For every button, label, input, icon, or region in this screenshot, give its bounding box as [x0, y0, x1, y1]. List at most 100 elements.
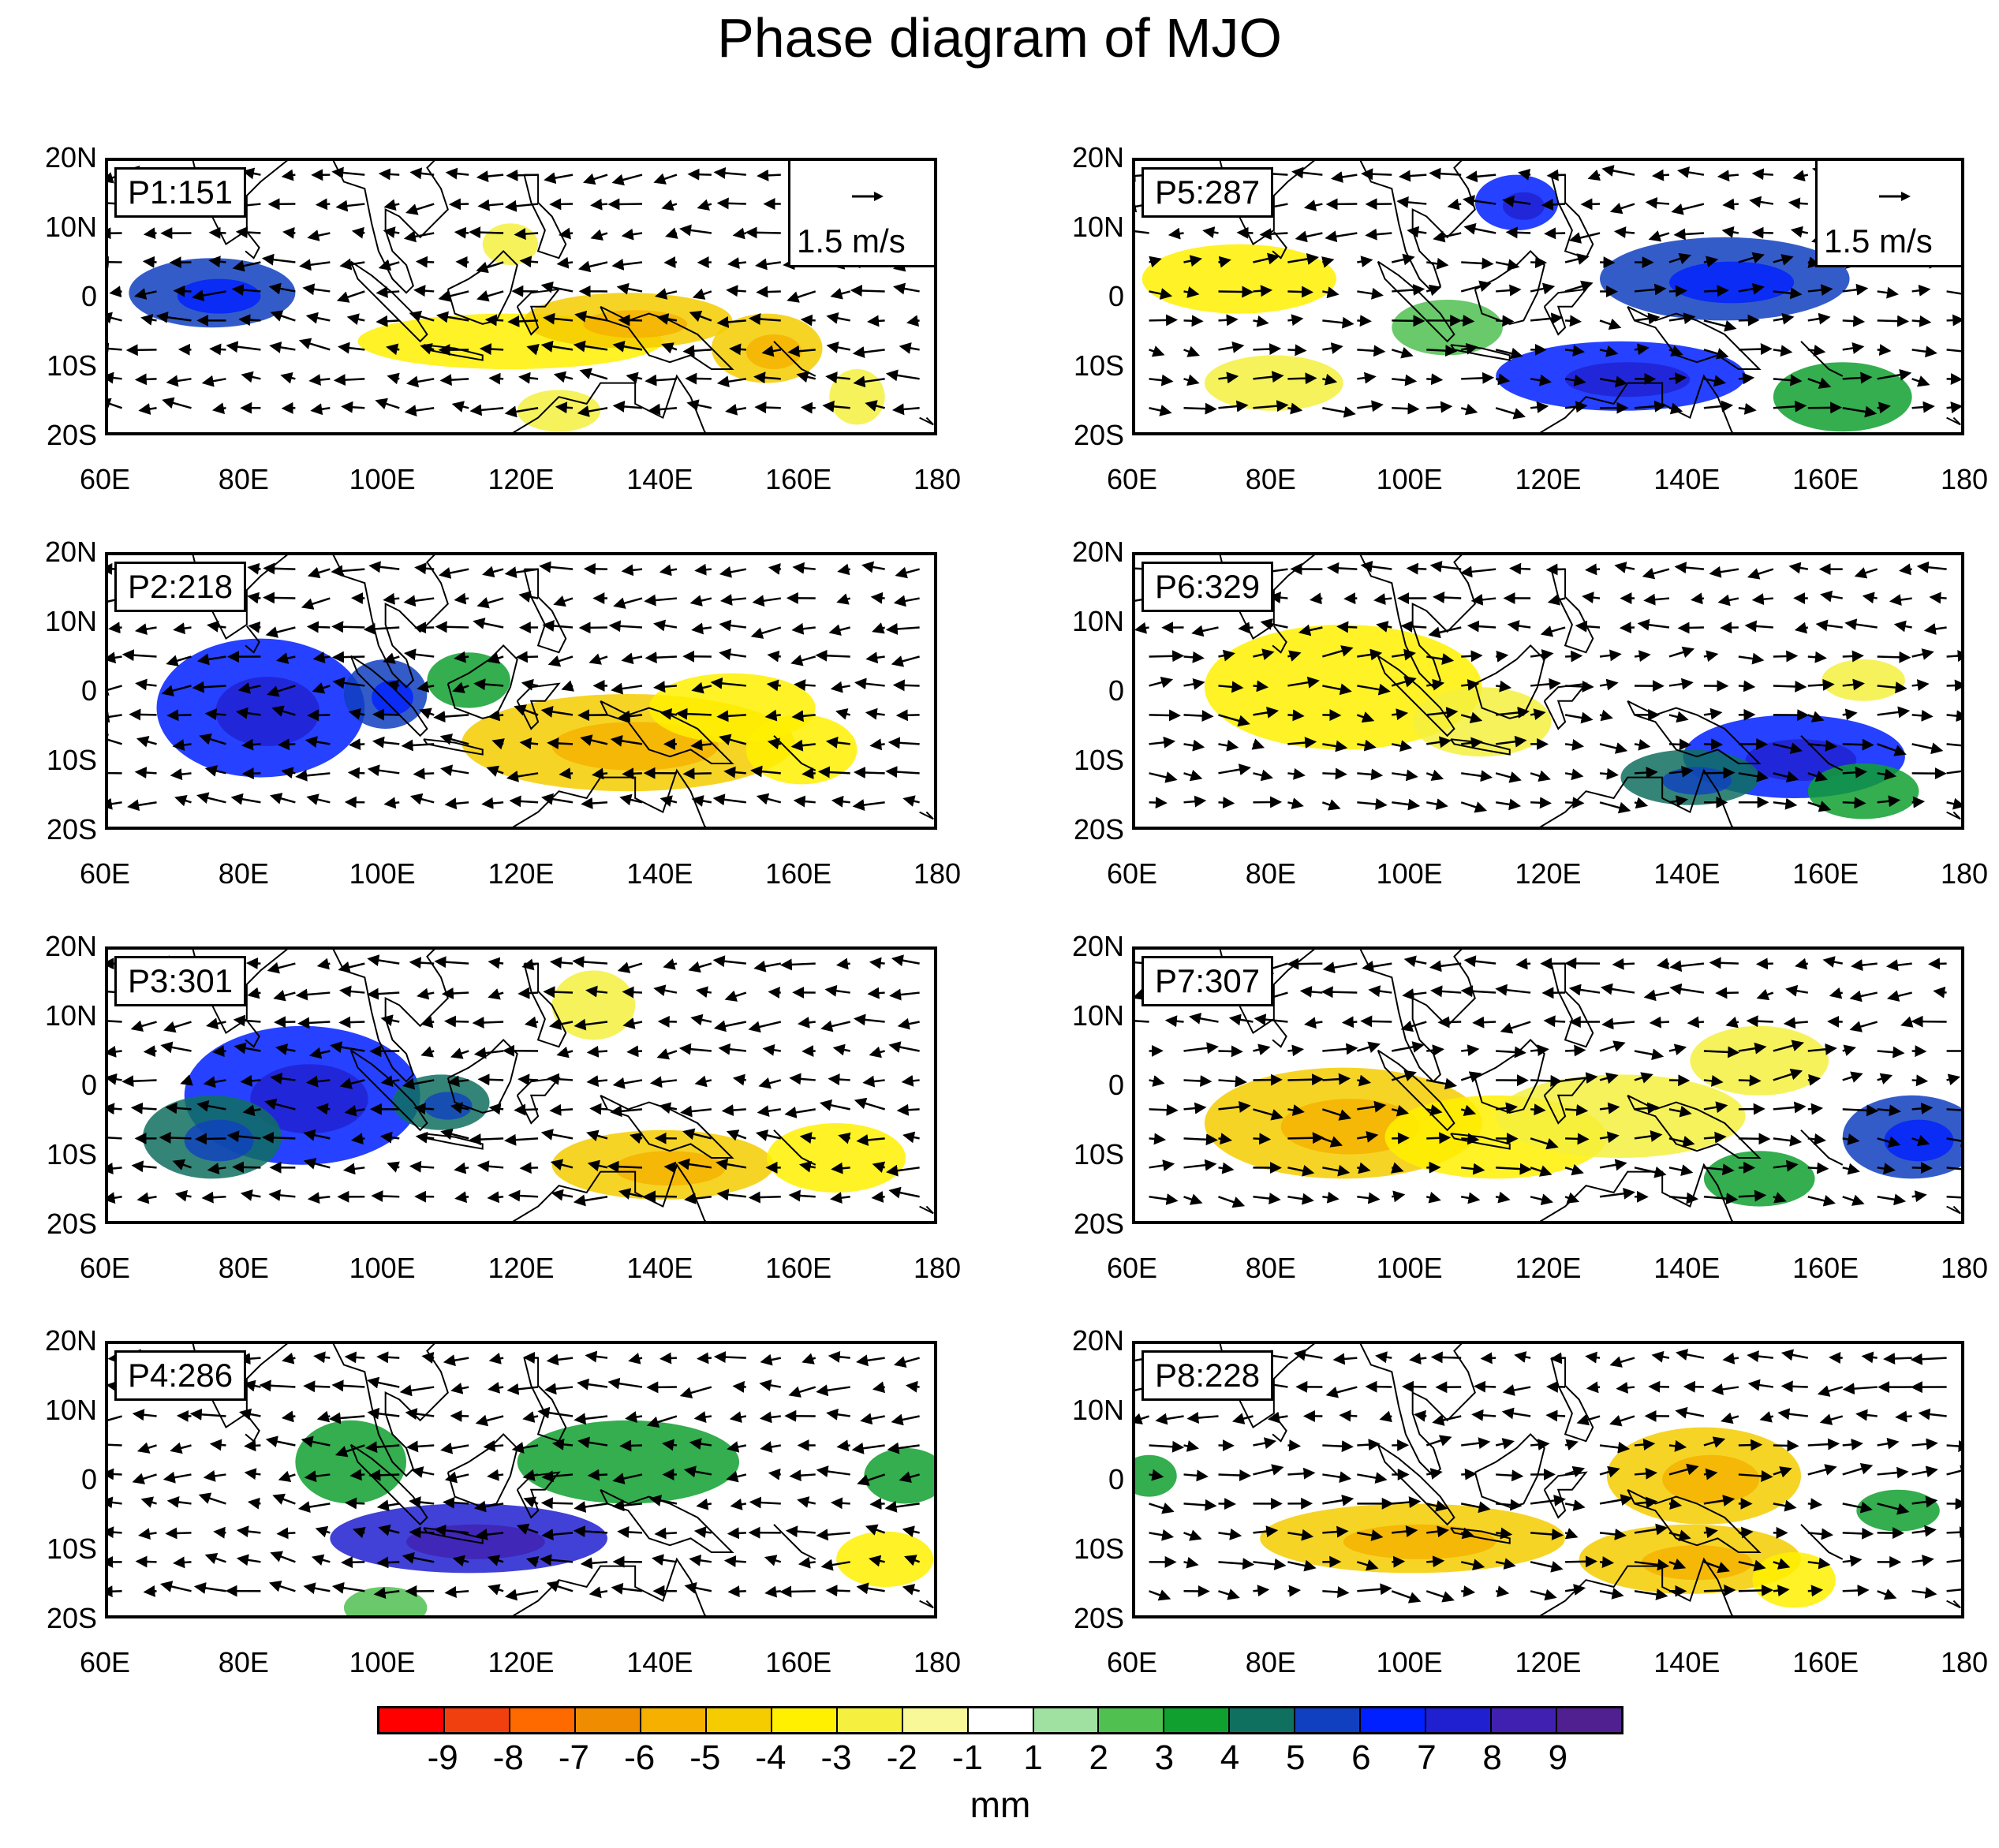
wind-vector — [522, 1411, 539, 1423]
wind-vector — [1928, 958, 1947, 970]
wind-vector — [1642, 567, 1670, 580]
wind-vector — [1893, 620, 1912, 633]
wind-vector — [719, 566, 747, 578]
wind-vector — [368, 561, 400, 573]
wind-vector — [473, 1047, 504, 1059]
wind-vector — [895, 566, 920, 579]
wind-vector — [1356, 711, 1375, 723]
wind-vector — [507, 315, 539, 327]
wind-vector — [1426, 653, 1455, 665]
wind-vector — [1568, 232, 1601, 244]
wind-vector — [755, 1129, 782, 1141]
wind-vector — [1756, 988, 1774, 1001]
wind-vector — [1287, 737, 1317, 749]
wind-vector — [331, 1379, 365, 1392]
wind-vector — [693, 1411, 712, 1423]
wind-vector — [1911, 1102, 1934, 1114]
coastline — [1800, 1524, 1844, 1560]
wind-vector — [1149, 1529, 1175, 1541]
wind-vector — [793, 795, 816, 808]
wind-vector — [1721, 1412, 1739, 1424]
wind-vector — [298, 338, 331, 351]
wind-vector — [315, 1525, 331, 1538]
wind-vector — [1392, 798, 1421, 811]
wind-vector — [1495, 1585, 1510, 1598]
wind-vector — [1599, 801, 1631, 814]
wind-vector — [659, 795, 678, 807]
colorbar-swatch — [1557, 1708, 1622, 1732]
wind-vector — [1228, 1014, 1254, 1026]
wind-vector — [1322, 1586, 1350, 1599]
wind-vector — [1946, 1167, 1961, 1170]
wind-vector — [1360, 1015, 1392, 1028]
wind-vector — [1703, 1526, 1718, 1539]
wind-vector — [108, 1468, 122, 1480]
wind-vector — [752, 595, 781, 607]
y-tick-label: 10N — [1071, 211, 1124, 243]
wind-vector — [712, 793, 746, 806]
wind-vector — [1703, 738, 1724, 751]
wind-vector — [312, 682, 331, 694]
wind-vector — [1773, 1466, 1792, 1478]
wind-vector — [678, 1043, 712, 1055]
x-tick-label: 100E — [1376, 857, 1443, 890]
x-tick-label: 80E — [1245, 857, 1296, 890]
x-tick-label: 160E — [765, 1646, 832, 1678]
wind-vector — [521, 678, 539, 691]
wind-vector — [332, 677, 365, 689]
wind-vector — [1496, 284, 1522, 297]
x-tick-label: 140E — [1653, 1646, 1721, 1678]
wind-vector — [767, 650, 781, 663]
wind-vector — [1911, 679, 1930, 692]
wind-vector — [1759, 1411, 1774, 1423]
wind-vector — [1738, 1584, 1774, 1596]
wind-vector — [487, 652, 504, 664]
wind-vector — [730, 1498, 747, 1510]
wind-vector — [612, 400, 643, 413]
wind-vector — [1933, 986, 1947, 999]
x-tick-label: 120E — [488, 1646, 555, 1678]
wind-vector — [865, 400, 885, 412]
wind-vector — [1465, 170, 1496, 183]
wind-vector — [1877, 368, 1912, 381]
x-tick-label: 80E — [218, 463, 269, 495]
wind-vector — [645, 651, 677, 664]
wind-vector — [865, 1524, 886, 1536]
coastline — [245, 1414, 260, 1443]
wind-vector — [1790, 226, 1809, 238]
precip-anomaly-region — [864, 1448, 934, 1504]
wind-vector — [1295, 230, 1323, 243]
wind-vector — [1218, 286, 1254, 298]
wind-vector — [1426, 1044, 1445, 1057]
wind-vector — [376, 286, 400, 298]
wind-vector — [519, 1162, 539, 1174]
precip-anomaly-core — [215, 677, 320, 746]
wind-vector — [1829, 1352, 1843, 1364]
wind-vector — [1738, 402, 1757, 415]
coastline — [516, 1471, 561, 1519]
wind-vector — [825, 737, 850, 749]
wind-vector — [1251, 738, 1265, 750]
wind-vector — [316, 1410, 331, 1423]
wind-vector — [1703, 707, 1723, 720]
wind-vector — [748, 313, 781, 326]
wind-vector — [716, 375, 747, 388]
wind-vector — [1336, 621, 1358, 633]
coastline — [919, 811, 934, 820]
coastline — [1474, 644, 1545, 719]
wind-vector — [1600, 983, 1635, 995]
wind-vector — [546, 1581, 574, 1592]
wind-vector — [134, 623, 157, 636]
wind-vector — [1325, 230, 1358, 243]
wind-vector — [1738, 252, 1765, 264]
wind-vector — [1599, 742, 1628, 754]
wind-vector — [383, 592, 400, 605]
wind-vector — [1530, 1074, 1563, 1087]
wind-vector — [206, 1017, 226, 1030]
x-tick-label: 160E — [765, 463, 832, 495]
wind-vector — [270, 1551, 296, 1563]
x-tick-label: 120E — [1515, 1646, 1582, 1678]
wind-vector — [1773, 345, 1793, 357]
wind-vector — [506, 1383, 539, 1395]
wind-vector — [140, 1496, 157, 1508]
